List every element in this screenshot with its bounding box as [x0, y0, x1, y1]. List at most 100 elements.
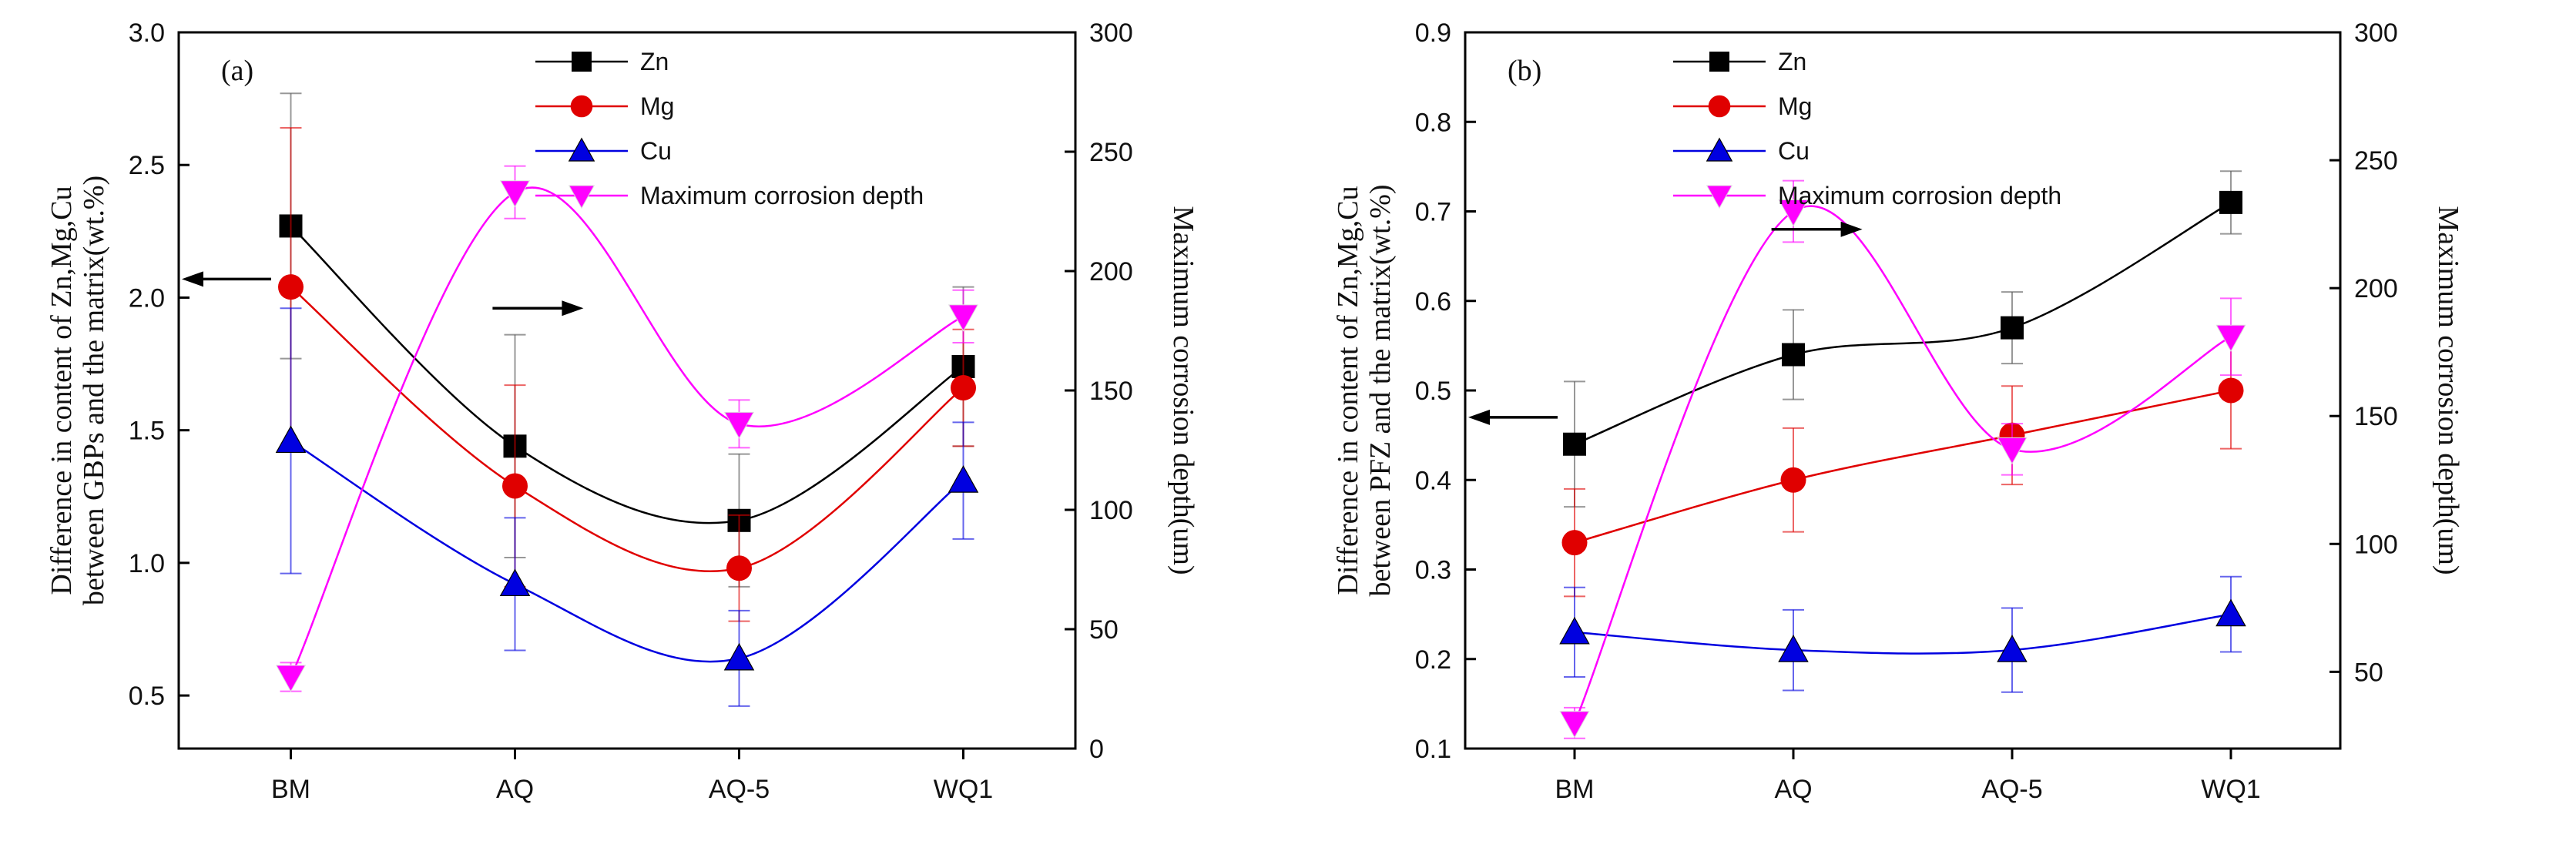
- panel-b-legend-item-cu: Cu: [1673, 137, 1810, 165]
- panel-a-right-tick-label: 300: [1089, 18, 1133, 48]
- panel-b-x-tick-label-wq1: WQ1: [2201, 775, 2260, 804]
- panel-b-maximum-corrosion-depth-point-aq-5: [1997, 437, 2028, 465]
- panel-b-x-tick-label-aq: AQ: [1774, 775, 1812, 804]
- panel-b-left-tick-label: 0.8: [1415, 108, 1451, 137]
- panel-a-legend-marker-zn: [572, 52, 592, 72]
- panel-a-legend-marker-maximum-corrosion-depth: [568, 185, 595, 209]
- panel-a-x-tick-label-aq-5: AQ-5: [709, 775, 770, 804]
- panel-a-x-tick-label-aq: AQ: [496, 775, 534, 804]
- panel-b-legend-label-mg: Mg: [1778, 92, 1812, 120]
- panel-a-left-axis-title-line-1: Difference in content of Zn,Mg,Cu: [45, 186, 78, 595]
- panel-a-legend-item-cu: Cu: [535, 137, 672, 165]
- panel-b-maximum-corrosion-depth-point-wq1: [2215, 324, 2246, 353]
- panel-b-x-tick-label-bm: BM: [1555, 775, 1595, 804]
- panel-b-legend-label-cu: Cu: [1778, 137, 1810, 165]
- panel-b-arrow-left-head: [1468, 409, 1490, 425]
- panel-b-zn-point-aq: [1782, 343, 1805, 367]
- panel-a-cu-line: [290, 440, 964, 663]
- panel-b-left-tick-label: 0.3: [1415, 556, 1451, 585]
- panel-a-label: (a): [221, 55, 253, 87]
- panel-b-zn-line: [1574, 201, 2232, 445]
- panel-a-series-maximum-corrosion-depth: [275, 165, 979, 692]
- panel-b-maximum-corrosion-depth-line: [1573, 205, 2232, 724]
- panel-a-series-cu: [275, 307, 979, 707]
- panel-a-x-tick-label-bm: BM: [271, 775, 310, 804]
- panel-a-mg-point-aq: [502, 473, 528, 499]
- panel-b-legend-item-zn: Zn: [1673, 48, 1806, 75]
- panel-a-mg-point-bm: [278, 274, 304, 300]
- panel-a-x-tick-label-wq1: WQ1: [934, 775, 993, 804]
- panel-b-maximum-corrosion-depth-point-aq: [1778, 199, 1809, 227]
- panel-b-right-tick-label: 150: [2354, 402, 2398, 431]
- panel-a-maximum-corrosion-depth-point-aq-5: [723, 411, 755, 440]
- panel-b-x-tick-label-aq-5: AQ-5: [1981, 775, 2042, 804]
- panel-b-mg-point-aq: [1780, 467, 1806, 493]
- panel-b-series-cu: [1559, 575, 2246, 693]
- panel-a: 0.5 1.0 1.5 2.0 2.5 3.0 0 50 100 150 200 250 300 BM AQ…: [45, 18, 1199, 804]
- panel-b-left-tick-label: 0.1: [1415, 735, 1451, 764]
- panel-b-right-tick-label: 200: [2354, 274, 2398, 303]
- panel-a-maximum-corrosion-depth-line: [290, 186, 964, 678]
- panel-b-arrow-right-head: [1840, 221, 1863, 237]
- panel-b-legend-label-maximum-corrosion-depth: Maximum corrosion depth: [1778, 182, 2061, 209]
- panel-a-maximum-corrosion-depth-point-aq: [499, 180, 531, 208]
- panel-b-left-tick-label: 0.4: [1415, 466, 1451, 495]
- panel-b-cu-point-wq1: [2215, 598, 2246, 627]
- panel-a-right-tick-label: 250: [1089, 138, 1133, 167]
- panel-b-series-zn: [1563, 170, 2242, 508]
- panel-a-mg-line: [290, 286, 964, 572]
- panel-b-right-tick-label: 250: [2354, 146, 2398, 176]
- panel-a-legend-item-zn: Zn: [535, 48, 669, 75]
- panel-b-cu-point-aq: [1778, 635, 1809, 662]
- panel-b-mg-point-bm: [1561, 530, 1588, 556]
- panel-a-legend-label-zn: Zn: [640, 48, 669, 75]
- panel-a-legend-label-mg: Mg: [640, 92, 674, 120]
- panel-a-legend-label-cu: Cu: [640, 137, 672, 165]
- panel-b-legend-marker-cu: [1706, 137, 1733, 162]
- panel-a-zn-line: [290, 225, 964, 524]
- panel-b-series-maximum-corrosion-depth: [1559, 179, 2246, 739]
- panel-b-series-mg: [1561, 331, 2244, 598]
- panel-a-left-tick-label: 1.0: [129, 549, 165, 578]
- panel-a-legend-item-maximum-corrosion-depth: Maximum corrosion depth: [535, 182, 924, 209]
- panel-a-series-zn: [279, 92, 975, 588]
- panel-b-legend-marker-mg: [1708, 95, 1731, 118]
- panel-a-right-tick-label: 200: [1089, 257, 1133, 286]
- panel-a-arrow-left-head: [182, 271, 203, 287]
- panel-b: 0.1 0.2 0.3 0.4 0.5 0.6 0.7 0.8 0.9 50 100 150 200 25…: [1332, 18, 2464, 804]
- panel-a-maximum-corrosion-depth-point-wq1: [948, 304, 979, 332]
- panel-b-right-tick-label: 300: [2354, 18, 2398, 48]
- panel-a-right-tick-label: 100: [1089, 496, 1133, 525]
- panel-a-right-axis-title: Maximum corrosion depth(um): [1167, 206, 1199, 575]
- panel-b-mg-line: [1574, 389, 2232, 544]
- panel-b-zn-point-wq1: [2219, 190, 2242, 214]
- panel-b-cu-point-bm: [1559, 616, 1590, 645]
- panel-b-left-axis-title-line-2: between PFZ and the matrix(wt.%): [1364, 184, 1397, 596]
- panel-b-right-axis-title: Maximum corrosion depth(um): [2432, 206, 2464, 575]
- panel-a-left-tick-label: 0.5: [129, 682, 165, 711]
- panel-a-left-axis-title-line-2: between GBPs and the matrix(wt.%): [78, 176, 110, 605]
- panel-b-maximum-corrosion-depth-point-bm: [1559, 711, 1590, 739]
- panel-b-legend-item-mg: Mg: [1673, 92, 1812, 120]
- panel-b-left-tick-label: 0.2: [1415, 645, 1451, 675]
- panel-b-legend-marker-zn: [1709, 52, 1729, 72]
- panel-b-label: (b): [1508, 55, 1541, 87]
- panel-b-zn-point-aq-5: [2001, 316, 2024, 340]
- panel-a-right-tick-label: 50: [1089, 615, 1119, 645]
- panel-b-right-tick-label: 100: [2354, 530, 2398, 559]
- panel-b-zn-point-bm: [1563, 432, 1586, 456]
- panel-a-legend-label-maximum-corrosion-depth: Maximum corrosion depth: [640, 182, 924, 209]
- panel-a-left-tick-label: 2.5: [129, 151, 165, 180]
- panel-b-legend-marker-maximum-corrosion-depth: [1706, 185, 1733, 209]
- panel-b-legend-label-zn: Zn: [1778, 48, 1806, 75]
- panel-b-left-tick-label: 0.5: [1415, 377, 1451, 406]
- panel-a-left-tick-label: 3.0: [129, 18, 165, 48]
- panel-a-cu-point-aq: [499, 568, 531, 597]
- panel-a-cu-point-bm: [275, 425, 307, 454]
- panel-a-arrow-right-head: [562, 300, 584, 317]
- panel-a-left-tick-label: 1.5: [129, 417, 165, 446]
- panel-a-left-tick-label: 2.0: [129, 283, 165, 313]
- panel-a-legend-marker-cu: [568, 137, 595, 162]
- panel-b-left-tick-label: 0.6: [1415, 287, 1451, 317]
